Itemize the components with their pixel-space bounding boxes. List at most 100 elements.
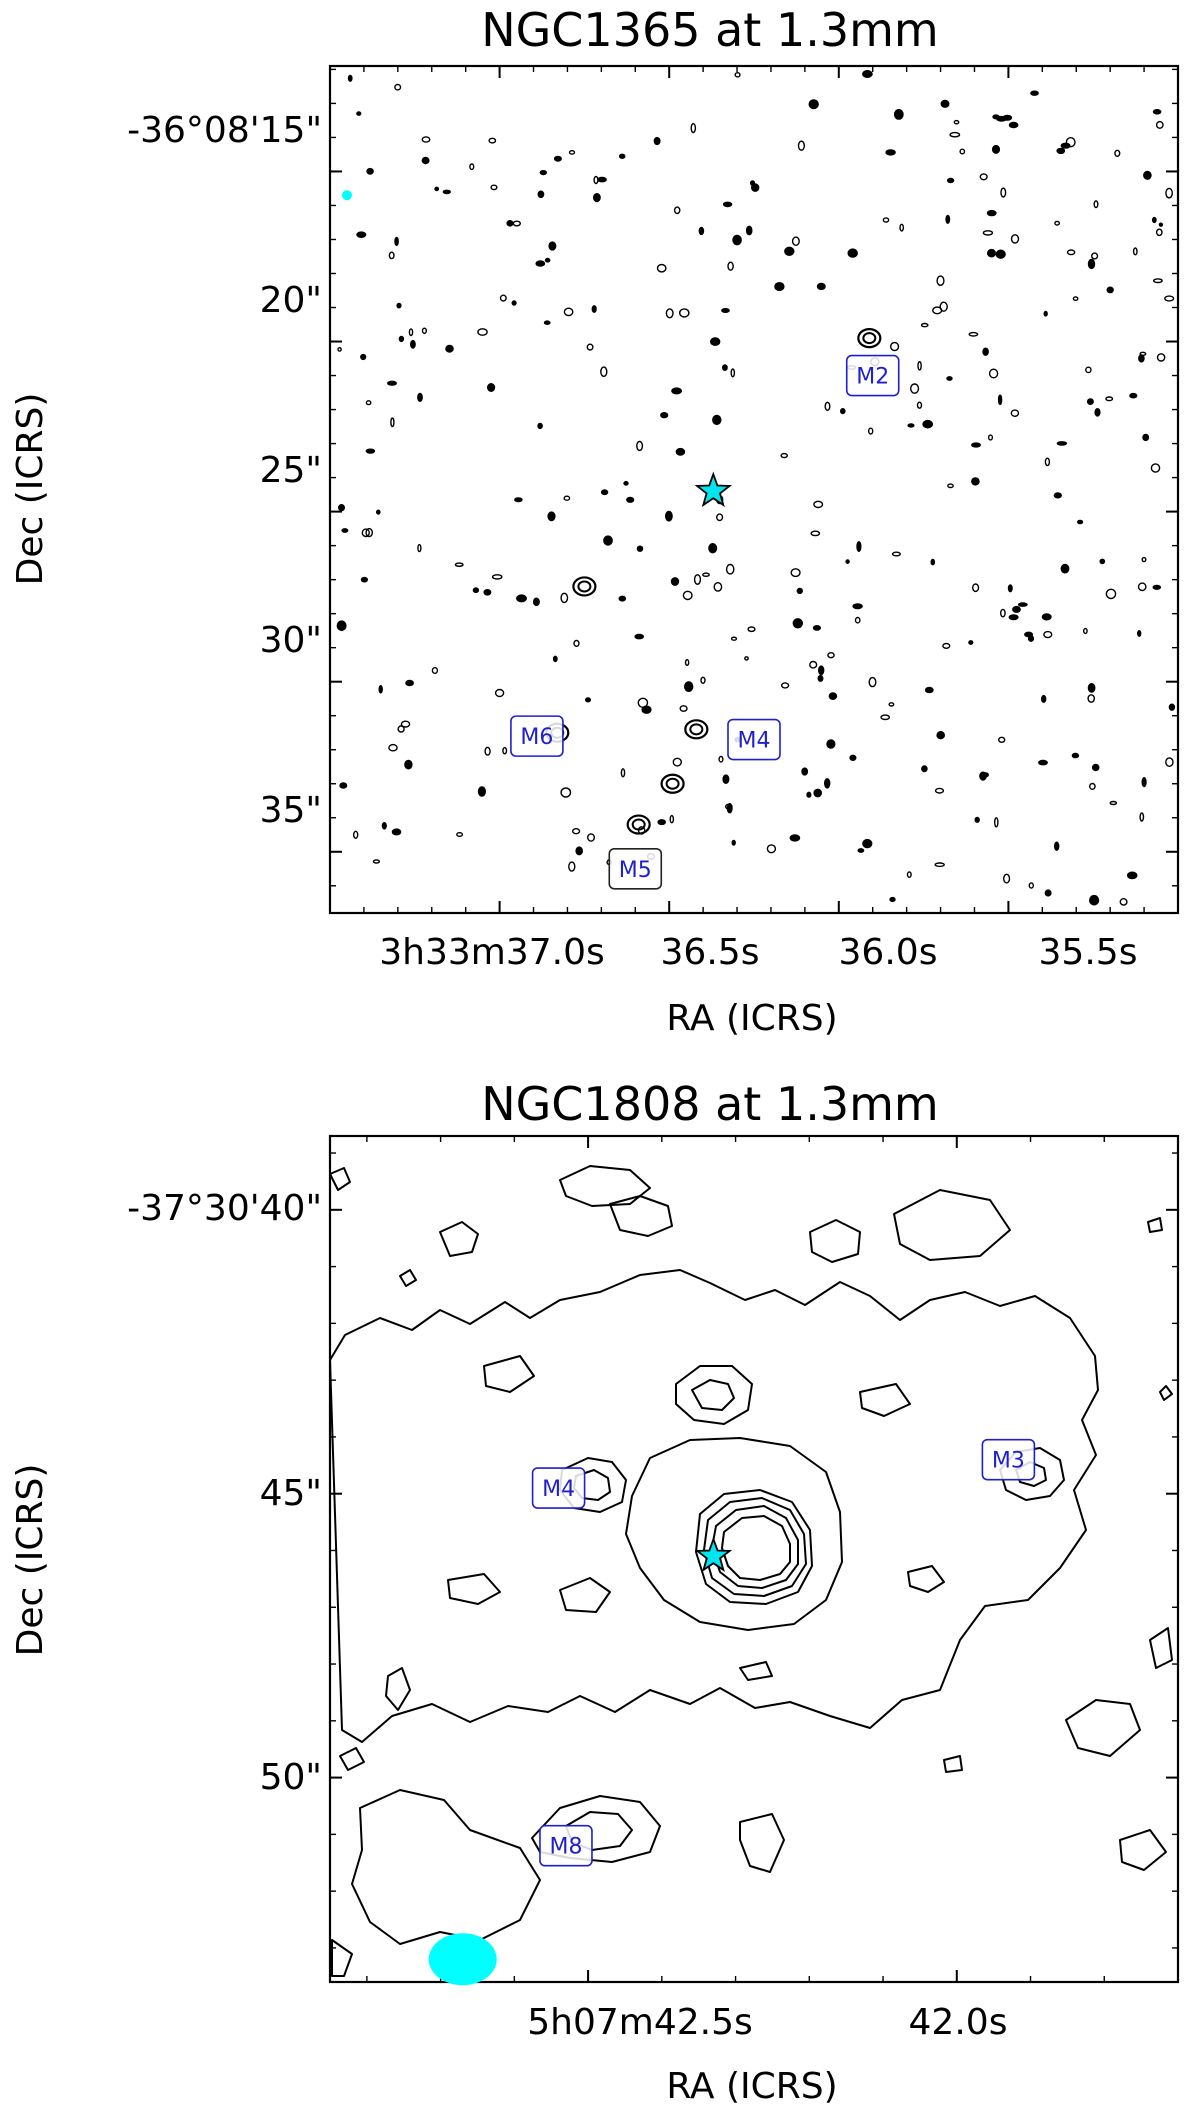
noise-contour	[365, 448, 376, 454]
noise-contour	[336, 620, 347, 632]
star-icon	[694, 471, 732, 508]
emission-contour	[577, 580, 592, 593]
noise-contour	[730, 368, 736, 378]
noise-contour	[1141, 776, 1147, 788]
noise-contour	[548, 241, 557, 251]
panel2-contour	[893, 1189, 1011, 1261]
noise-contour	[477, 328, 488, 336]
noise-contour	[591, 305, 597, 313]
noise-contour	[673, 206, 681, 215]
noise-contour	[921, 765, 928, 773]
noise-contour	[885, 149, 896, 156]
noise-contour	[665, 308, 674, 319]
noise-contour	[585, 697, 592, 703]
noise-contour	[618, 595, 627, 602]
noise-contour	[690, 123, 697, 134]
noise-contour	[396, 302, 402, 309]
panel2-contour	[559, 1577, 611, 1613]
noise-contour	[1139, 351, 1147, 356]
noise-contour	[790, 568, 801, 578]
noise-contour	[1152, 109, 1162, 115]
noise-contour	[537, 422, 543, 430]
noise-contour	[1007, 584, 1013, 593]
noise-contour	[916, 401, 923, 409]
noise-contour	[671, 387, 682, 395]
noise-contour	[1105, 396, 1114, 402]
noise-contour	[494, 688, 505, 698]
noise-contour	[809, 660, 818, 669]
noise-contour	[487, 383, 496, 393]
noise-contour	[974, 816, 980, 823]
noise-contour	[727, 261, 734, 271]
noise-contour	[899, 223, 905, 232]
noise-contour	[979, 173, 988, 181]
noise-contour	[391, 828, 402, 836]
panel1-title: NGC1365 at 1.3mm	[481, 3, 938, 57]
noise-contour	[682, 590, 693, 601]
noise-contour	[862, 69, 873, 78]
noise-contour	[1076, 519, 1084, 525]
noise-contour	[1164, 295, 1175, 302]
noise-contour	[939, 301, 948, 312]
noise-contour	[1087, 258, 1096, 270]
noise-contour	[1040, 694, 1047, 703]
noise-contour	[824, 778, 831, 789]
noise-contour	[1139, 812, 1145, 822]
emission-contour	[665, 777, 680, 790]
noise-contour	[575, 846, 584, 856]
noise-contour	[745, 225, 753, 236]
noise-contour	[909, 383, 920, 394]
noise-contour	[1072, 296, 1079, 301]
noise-contour	[1010, 234, 1020, 244]
noise-contour	[868, 427, 874, 435]
noise-contour	[712, 414, 722, 426]
panel1-xtick-label: 36.0s	[839, 932, 938, 973]
noise-contour	[702, 572, 710, 578]
noise-contour	[360, 576, 369, 583]
noise-contour	[665, 510, 673, 522]
noise-contour	[731, 839, 736, 846]
noise-contour	[813, 500, 824, 509]
noise-contour	[1150, 463, 1161, 473]
noise-contour	[845, 559, 850, 564]
panel1-y-axis-label: Dec (ICRS)	[10, 393, 51, 586]
noise-contour	[1087, 683, 1096, 693]
panel2-xtick-label: 5h07m42.5s	[527, 2002, 753, 2043]
noise-contour	[968, 640, 974, 645]
emission-contour	[572, 576, 597, 597]
noise-contour	[732, 234, 742, 246]
noise-contour	[560, 787, 572, 798]
noise-contour	[586, 343, 594, 351]
noise-contour	[924, 686, 934, 694]
noise-contour	[563, 495, 571, 501]
noise-contour	[998, 736, 1006, 743]
region-label-text: M8	[549, 1835, 582, 1860]
noise-contour	[698, 226, 705, 236]
noise-contour	[1143, 170, 1152, 180]
panel2-contour	[1147, 1217, 1163, 1233]
noise-contour	[715, 513, 724, 522]
noise-contour	[532, 597, 540, 607]
panel1-ytick-label: 25"	[260, 450, 322, 491]
beam-ellipse	[341, 190, 352, 201]
noise-contour	[1165, 757, 1174, 767]
panel1-ytick-label: 35"	[260, 790, 322, 831]
noise-contour	[603, 535, 613, 546]
noise-contour	[1106, 286, 1114, 294]
star-icon	[694, 1536, 733, 1573]
noise-contour	[936, 731, 946, 740]
noise-contour	[1008, 614, 1019, 621]
noise-contour	[365, 527, 374, 538]
noise-contour	[722, 201, 733, 208]
noise-contour	[679, 308, 690, 318]
noise-contour	[824, 401, 831, 411]
noise-contour	[483, 589, 492, 596]
noise-contour	[657, 819, 667, 826]
noise-contour	[700, 676, 706, 684]
panel2-contour	[1065, 1699, 1141, 1757]
noise-contour	[893, 109, 904, 120]
noise-contour	[979, 771, 987, 781]
noise-contour	[1087, 694, 1095, 703]
noise-contour	[387, 380, 397, 386]
